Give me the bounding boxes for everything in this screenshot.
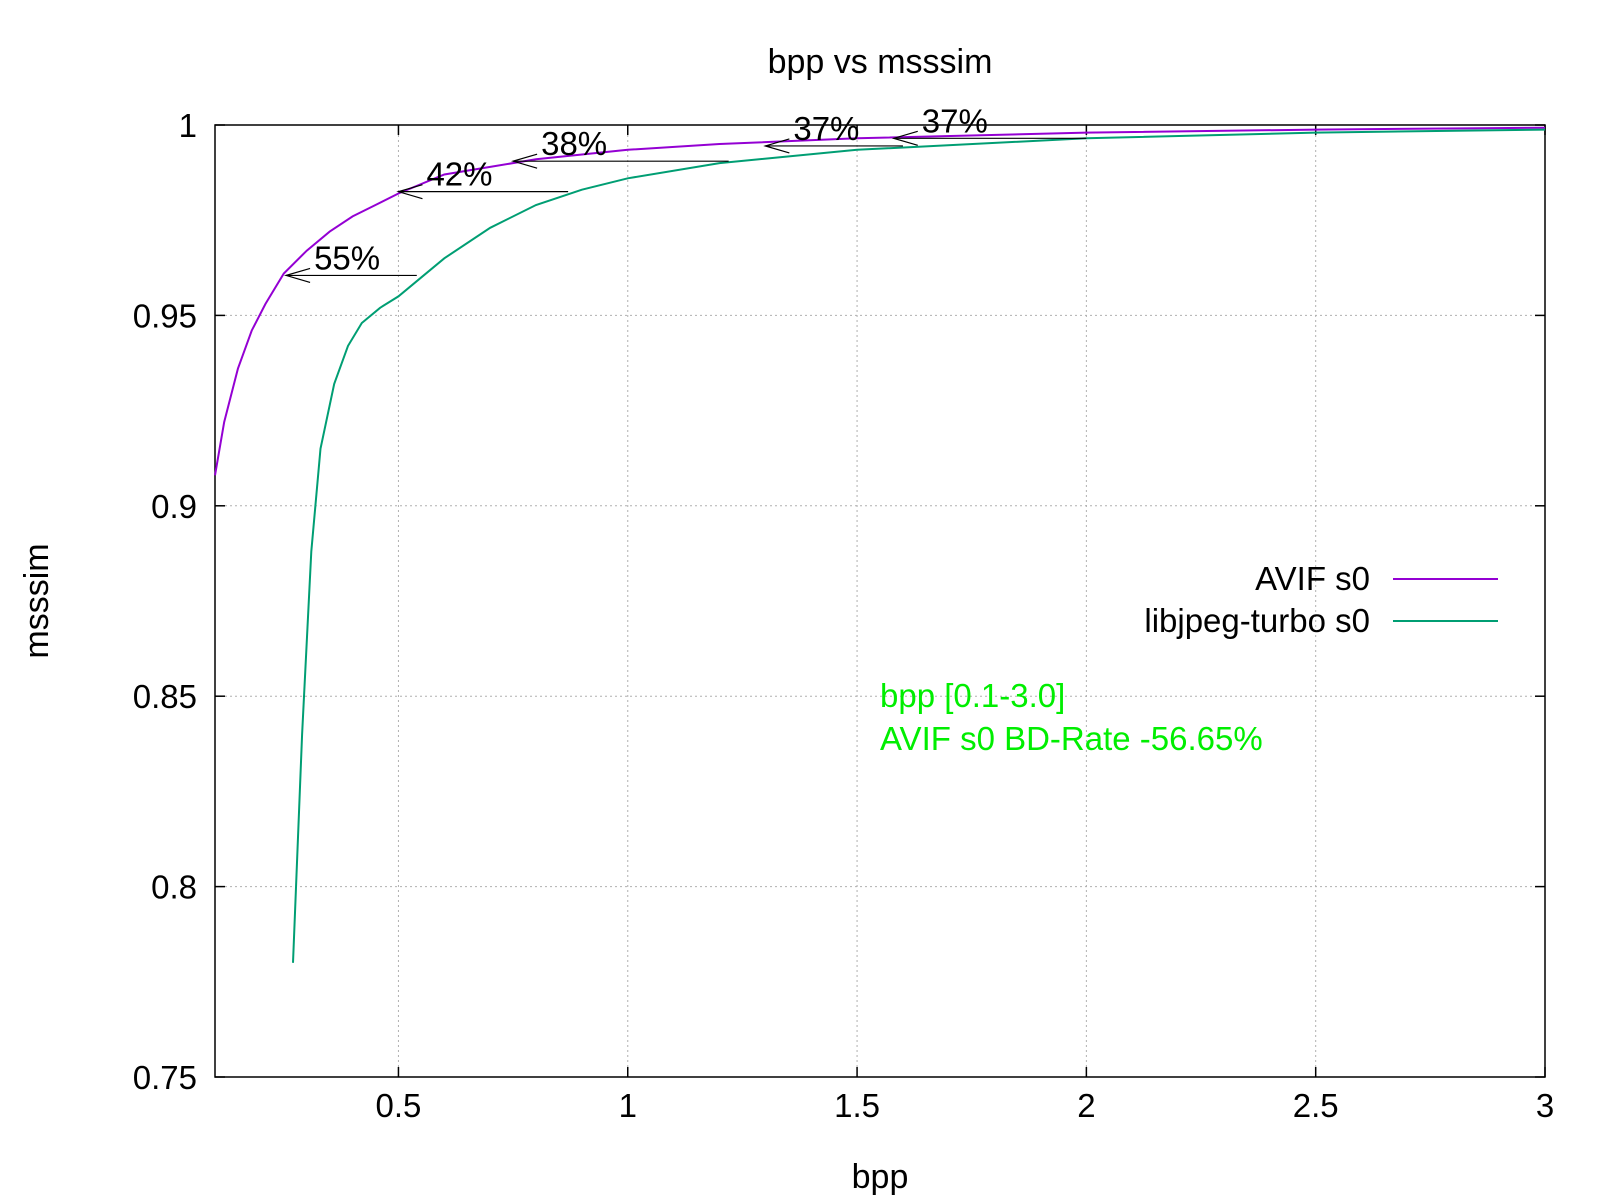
annotation-label: 42% <box>426 156 492 193</box>
axis-ticks: 0.5 1 1.5 2 2.5 3 0.75 0.8 0.85 0.9 0.95 1 <box>133 107 1554 1124</box>
x-tick-label: 1 <box>619 1087 637 1124</box>
y-tick-label: 0.75 <box>133 1059 197 1096</box>
legend-label-libjpeg: libjpeg-turbo s0 <box>1144 602 1370 639</box>
y-tick-label: 1 <box>179 107 197 144</box>
annotation-arrowhead <box>763 138 790 154</box>
x-axis-label: bpp <box>852 1158 909 1196</box>
annotation-arrowhead <box>510 153 538 169</box>
x-tick-label: 3 <box>1536 1087 1554 1124</box>
x-tick-label: 1.5 <box>834 1087 880 1124</box>
y-tick-label: 0.9 <box>151 488 197 525</box>
legend: AVIF s0 libjpeg-turbo s0 <box>1144 560 1498 639</box>
info-bd-rate: AVIF s0 BD-Rate -56.65% <box>880 720 1263 757</box>
x-tick-label: 2 <box>1077 1087 1095 1124</box>
plot-frame <box>214 124 1546 1078</box>
grid <box>215 125 1545 1077</box>
annotation-arrowhead <box>396 184 423 200</box>
series-line-avif <box>214 126 1546 476</box>
annotation-arrowhead <box>891 130 918 146</box>
y-tick-label: 0.8 <box>151 869 197 906</box>
annotation-label: 55% <box>314 239 380 276</box>
y-tick-label: 0.85 <box>133 678 197 715</box>
x-tick-label: 2.5 <box>1293 1087 1339 1124</box>
x-tick-label: 0.5 <box>376 1087 422 1124</box>
annotation-label: 38% <box>541 125 607 162</box>
chart-title: bpp vs msssim <box>768 43 993 81</box>
series-line-libjpeg <box>292 128 1546 963</box>
legend-label-avif: AVIF s0 <box>1255 560 1370 597</box>
annotations: 55% 42% 38% 37% 37% <box>283 102 1087 283</box>
y-tick-label: 0.95 <box>133 297 197 334</box>
bd-rate-info: bpp [0.1-3.0] AVIF s0 BD-Rate -56.65% <box>880 677 1263 757</box>
annotation-label: 37% <box>922 102 988 139</box>
info-bpp-range: bpp [0.1-3.0] <box>880 677 1065 714</box>
annotation-label: 37% <box>793 110 859 147</box>
series-lines <box>214 126 1546 963</box>
annotation-arrowhead <box>283 267 311 283</box>
y-axis-label: msssim <box>18 543 56 658</box>
